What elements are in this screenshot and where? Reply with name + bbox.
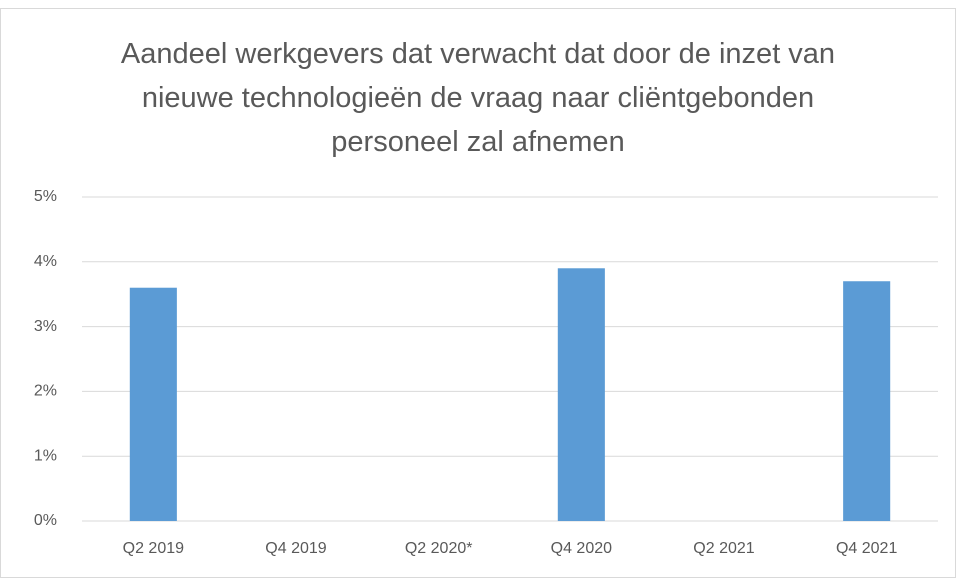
y-tick-label: 2% (34, 383, 57, 400)
y-tick-label: 0% (34, 512, 57, 529)
x-tick-label: Q4 2019 (265, 540, 326, 557)
y-tick-label: 4% (34, 253, 57, 270)
x-tick-label: Q4 2020 (551, 540, 612, 557)
y-tick-label: 1% (34, 447, 57, 464)
x-tick-label: Q2 2020* (405, 540, 473, 557)
x-tick-label: Q2 2021 (693, 540, 754, 557)
bar (843, 281, 891, 521)
bar (557, 268, 605, 521)
y-tick-label: 5% (34, 188, 57, 205)
y-tick-label: 3% (34, 318, 57, 335)
chart-title: Aandeel werkgevers dat verwacht dat door… (120, 38, 836, 158)
x-tick-label: Q2 2019 (123, 540, 184, 557)
bar (129, 287, 177, 521)
x-tick-label: Q4 2021 (836, 540, 897, 557)
